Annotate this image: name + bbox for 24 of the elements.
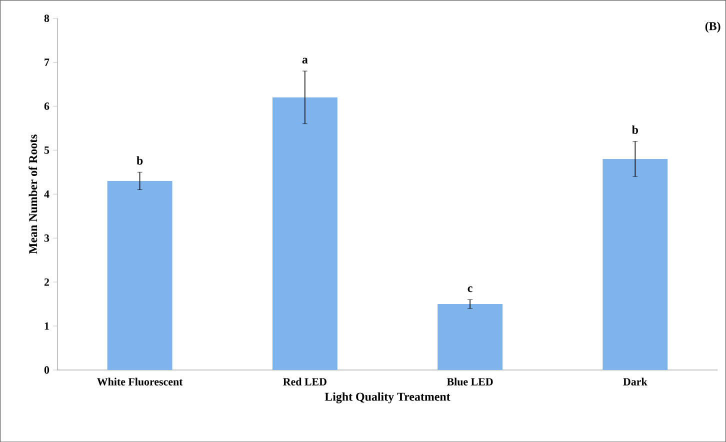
annotation: a: [302, 58, 308, 64]
y-axis-title: Mean Number of Roots: [28, 134, 38, 254]
y-tick-label: 5: [44, 146, 50, 154]
y-tick-label: 4: [44, 190, 50, 198]
y-tick-label: 3: [44, 234, 50, 242]
annotation: c: [468, 286, 472, 292]
y-tick-label: 7: [44, 58, 50, 66]
bar: [438, 304, 503, 370]
annotation: (B): [705, 22, 720, 33]
x-tick-label: Blue LED: [446, 378, 493, 386]
x-axis-title: Light Quality Treatment: [324, 392, 450, 404]
annotation: b: [632, 125, 638, 134]
bar: [107, 180, 172, 370]
y-tick-label: 8: [44, 14, 50, 22]
x-tick-label: Dark: [623, 378, 648, 386]
annotation: b: [136, 156, 143, 165]
bar: [602, 158, 668, 370]
y-tick-label: 1: [44, 322, 49, 330]
y-tick-label: 2: [44, 278, 50, 286]
x-tick-label: Red LED: [283, 378, 326, 386]
x-tick-label: White Fluorescent: [97, 378, 183, 386]
y-tick-label: 6: [44, 102, 50, 110]
bar: [272, 97, 338, 370]
y-tick-label: 0: [44, 366, 50, 374]
